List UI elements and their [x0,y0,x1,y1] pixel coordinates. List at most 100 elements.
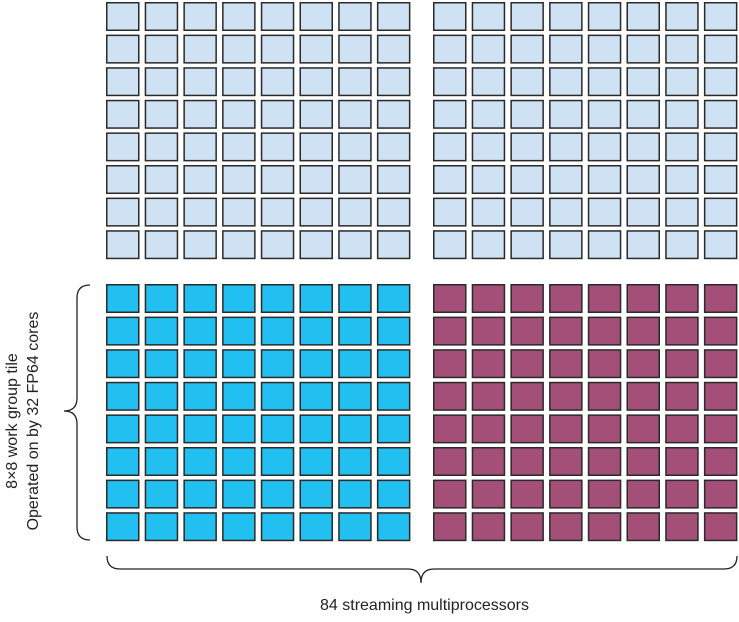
tile [433,284,467,313]
tile [703,284,738,313]
tile [587,67,622,97]
tile [510,381,544,411]
tile [338,284,372,313]
tile [376,316,411,346]
tile [510,414,544,444]
tile [703,316,738,346]
block-bottom-right [433,284,738,542]
tile [260,447,295,476]
tile [549,165,583,194]
tile [471,381,506,411]
tile [183,414,217,444]
tile [144,197,179,227]
tile [665,2,699,31]
tile [260,2,295,31]
tile [144,165,179,194]
tile [665,316,699,346]
tile [665,284,699,313]
tile [183,99,217,129]
tile [549,67,583,97]
tile [587,316,622,346]
tile [376,34,411,64]
tile [665,349,699,379]
tile [338,479,372,509]
tile [260,414,295,444]
tile [665,132,699,162]
tile [338,132,372,162]
bottom-brace [106,555,738,584]
tile [549,414,583,444]
tile [376,414,411,444]
tile [665,230,699,260]
tile [587,132,622,162]
tile [299,512,333,542]
tile [376,2,411,31]
tile [106,165,140,194]
tile [299,197,333,227]
tile [183,165,217,194]
tile [106,34,140,64]
tile [183,316,217,346]
side-label-line2: Operated on by 32 FP64 cores [25,311,42,531]
tile [338,414,372,444]
tile [703,230,738,260]
tile [222,349,256,379]
tile [144,132,179,162]
tile [471,447,506,476]
tile [587,414,622,444]
tile [626,349,660,379]
tile [471,284,506,313]
tile [665,381,699,411]
tile [665,99,699,129]
tile [510,316,544,346]
tile [222,381,256,411]
tile [144,316,179,346]
tile [183,67,217,97]
tile [471,316,506,346]
tile [183,34,217,64]
tile [549,2,583,31]
tile [338,447,372,476]
tile [260,67,295,97]
tile [703,197,738,227]
tile [703,349,738,379]
tile [144,284,179,313]
tile [260,34,295,64]
tile [183,230,217,260]
tile [626,414,660,444]
tile [338,316,372,346]
tile [703,34,738,64]
tile [144,230,179,260]
tile [587,479,622,509]
side-brace [63,284,91,541]
tile [222,512,256,542]
tile [626,67,660,97]
tile [299,230,333,260]
tile [626,381,660,411]
tile [338,2,372,31]
tile [260,132,295,162]
tile [338,197,372,227]
tile [376,479,411,509]
tile [433,67,467,97]
tile [222,67,256,97]
tile [665,512,699,542]
tile [376,99,411,129]
tile [144,479,179,509]
tile [626,230,660,260]
tile [433,447,467,476]
tile [260,165,295,194]
tile [549,284,583,313]
tile [471,349,506,379]
tile [665,165,699,194]
tile [260,284,295,313]
tile [183,381,217,411]
tile [299,132,333,162]
tile [587,165,622,194]
tile [376,447,411,476]
tile [222,99,256,129]
tile [433,2,467,31]
tile [183,512,217,542]
tile [433,34,467,64]
